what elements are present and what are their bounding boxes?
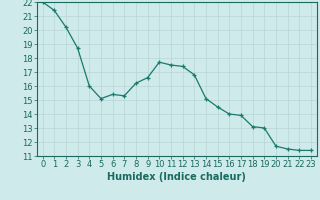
X-axis label: Humidex (Indice chaleur): Humidex (Indice chaleur) [108, 172, 246, 182]
